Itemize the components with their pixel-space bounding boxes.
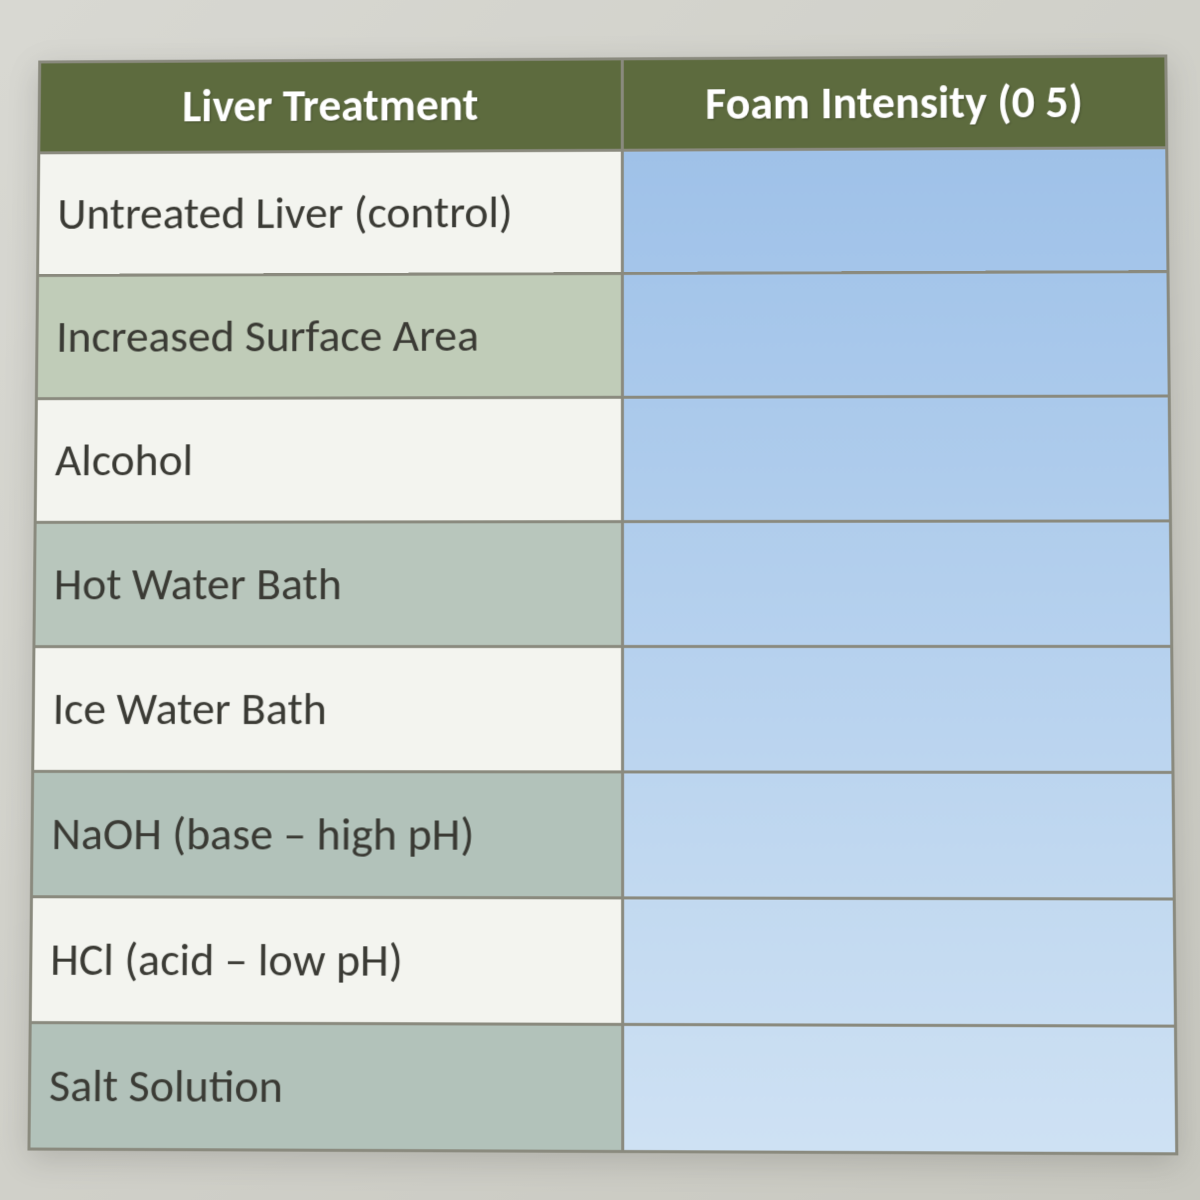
row-value[interactable] bbox=[623, 272, 1170, 398]
column-header-treatment: Liver Treatment bbox=[39, 59, 623, 153]
row-label: Hot Water Bath bbox=[34, 522, 623, 647]
table-row: Salt Solution bbox=[29, 1023, 1177, 1154]
row-label: Alcohol bbox=[35, 397, 623, 522]
worksheet-table-container: Liver Treatment Foam Intensity (0 5) Unt… bbox=[27, 54, 1178, 1155]
row-label: Increased Surface Area bbox=[36, 273, 622, 398]
table-row: HCl (acid – low pH) bbox=[30, 897, 1175, 1026]
row-value[interactable] bbox=[623, 521, 1172, 647]
liver-treatment-table: Liver Treatment Foam Intensity (0 5) Unt… bbox=[27, 54, 1178, 1155]
row-label: NaOH (base – high pH) bbox=[31, 771, 622, 898]
table-row: Untreated Liver (control) bbox=[38, 148, 1168, 276]
table-row: NaOH (base – high pH) bbox=[31, 771, 1174, 899]
table-row: Hot Water Bath bbox=[34, 521, 1172, 647]
table-row: Alcohol bbox=[35, 396, 1170, 522]
row-value[interactable] bbox=[623, 772, 1174, 899]
table-row: Ice Water Bath bbox=[33, 646, 1173, 772]
row-label: Salt Solution bbox=[29, 1023, 623, 1152]
row-label: HCl (acid – low pH) bbox=[30, 897, 623, 1025]
row-value[interactable] bbox=[623, 396, 1171, 522]
row-label: Untreated Liver (control) bbox=[38, 150, 623, 275]
column-header-intensity: Foam Intensity (0 5) bbox=[623, 56, 1167, 150]
row-value[interactable] bbox=[623, 1024, 1177, 1153]
row-value[interactable] bbox=[623, 898, 1176, 1026]
table-row: Increased Surface Area bbox=[36, 272, 1169, 399]
row-value[interactable] bbox=[623, 646, 1173, 772]
row-value[interactable] bbox=[623, 148, 1168, 274]
row-label: Ice Water Bath bbox=[33, 647, 623, 772]
